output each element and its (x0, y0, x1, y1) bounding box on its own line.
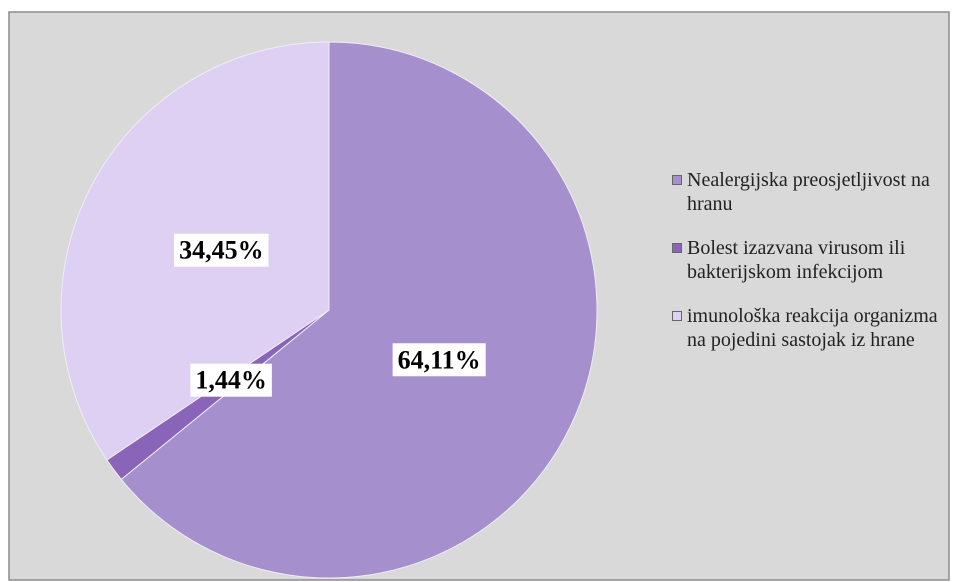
data-label: 64,11% (398, 345, 481, 374)
legend-swatch (672, 311, 682, 321)
data-label-box (392, 343, 486, 377)
legend-swatch (672, 243, 682, 253)
legend-item: Nealergijska preosjetljivost na hranu (672, 168, 952, 216)
pie (60, 41, 598, 579)
legend-item: imunološka reakcija organizma na pojedin… (672, 304, 952, 352)
data-labels: 64,11% 1,44% 34,45% (174, 233, 486, 397)
legend-swatch (672, 175, 682, 185)
legend: Nealergijska preosjetljivost na hranu Bol… (672, 168, 952, 372)
legend-label: Nealergijska preosjetljivost na hranu (687, 169, 930, 215)
legend-item: Bolest izazvana virusom ili bakterijskom… (672, 236, 952, 284)
data-label: 1,44% (195, 366, 267, 395)
data-label: 34,45% (179, 236, 264, 265)
pie-slice (120, 41, 598, 579)
legend-label: Bolest izazvana virusom ili bakterijskom… (687, 237, 906, 283)
data-label-box (190, 363, 272, 397)
data-label-box (174, 233, 269, 267)
legend-label: imunološka reakcija organizma na pojedin… (687, 305, 938, 351)
